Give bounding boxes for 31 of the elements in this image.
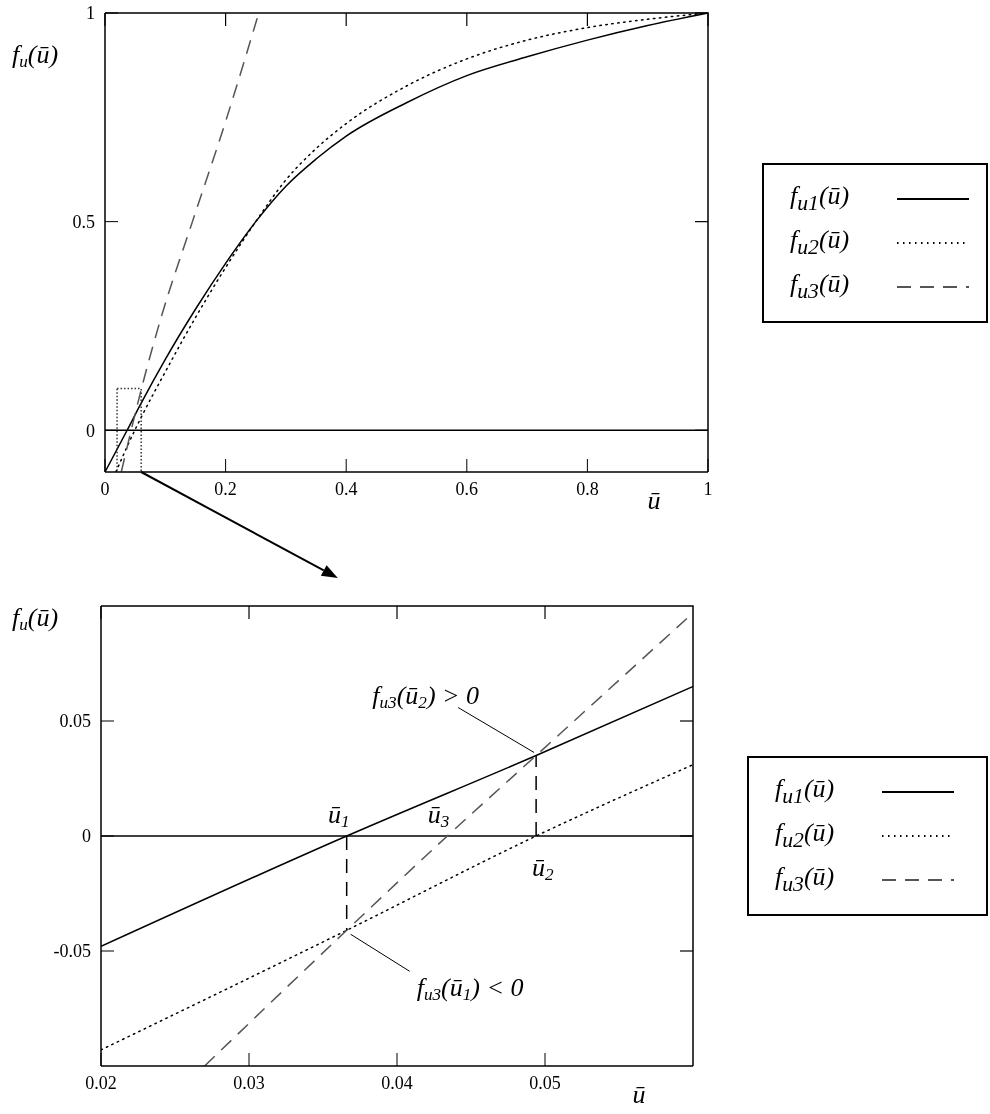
x-tick-label: 0 [100,478,110,499]
y-tick-label: -0.05 [53,941,91,962]
x-axis-title: ū [647,486,661,515]
x-tick-label: 0.8 [576,478,599,499]
annotation: ū$_{1}$ [327,800,350,831]
y-tick-label: 0 [86,420,95,441]
y-tick-label: 0.05 [59,711,91,732]
y-tick-label: 1 [86,3,95,24]
y-tick-label: 0.5 [72,212,95,233]
annotation: f$_{u3}$(ū$_{2}$) > 0 [372,680,480,712]
annotation: f$_{u3}$(ū$_{1}$) < 0 [416,973,524,1005]
x-tick-label: 0.2 [214,478,237,499]
x-tick-label: 0.03 [233,1072,265,1093]
x-tick-label: 0.05 [529,1072,561,1093]
x-tick-label: 0.02 [85,1072,117,1093]
annotation: ū$_{3}$ [427,800,450,831]
x-axis-title: ū [632,1080,646,1109]
legend-label: f$_{u1}$(ū) [790,180,851,215]
legend-label: f$_{u1}$(ū) [775,774,836,809]
x-tick-label: 0.6 [455,478,479,499]
annotation: ū$_{2}$ [532,853,555,884]
x-tick-label: 0.04 [381,1072,413,1093]
x-tick-label: 1 [703,478,713,499]
x-tick-label: 0.4 [334,478,358,499]
legend-label: f$_{u3}$(ū) [775,862,836,897]
legend-label: f$_{u2}$(ū) [775,818,836,853]
y-axis-title: f$_{u}$(ū) [12,40,59,71]
y-tick-label: 0 [82,826,91,847]
legend-label: f$_{u3}$(ū) [790,268,851,303]
y-axis-title: f$_{u}$(ū) [12,603,59,634]
legend-label: f$_{u2}$(ū) [790,224,851,259]
